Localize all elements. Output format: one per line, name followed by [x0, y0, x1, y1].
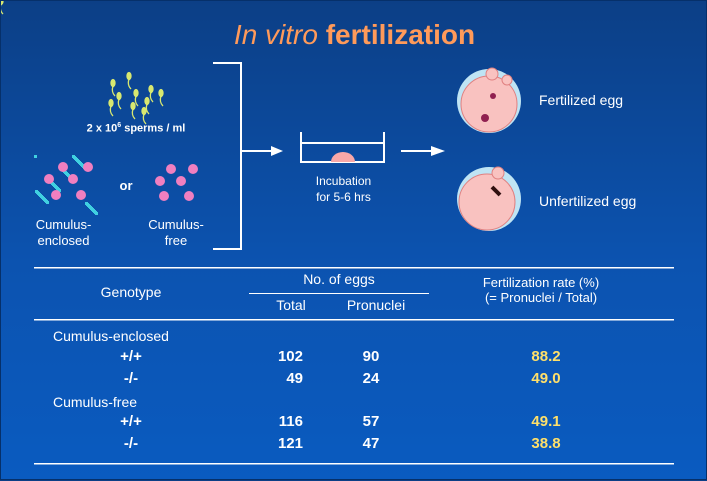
group-label: Cumulus-free	[53, 394, 138, 410]
genotype-cell: -/-	[123, 435, 139, 452]
sperm-icons	[1, 1, 164, 125]
dish-icon	[300, 132, 385, 163]
group-label: Cumulus-enclosed	[53, 328, 169, 344]
cumulus-free-icon	[155, 164, 198, 201]
pronuclei-cell: 24	[362, 370, 380, 387]
rate-header: Fertilization rate (%) (= Pronuclei / Tot…	[456, 275, 626, 305]
arrow-icon-2	[401, 146, 445, 156]
label-line: Incubation	[315, 174, 372, 188]
label-line: enclosed	[37, 233, 90, 248]
total-cell: 121	[277, 435, 303, 452]
sperm-label-exponent: 6	[117, 122, 122, 129]
label-line: Cumulus-	[35, 217, 92, 232]
pronuclei-cell: 57	[362, 413, 380, 430]
cumulus-cell	[34, 155, 37, 158]
eggs-header: No. of eggs	[303, 271, 375, 287]
total-cell: 49	[286, 370, 303, 387]
fertilized-egg-label: Fertilized egg	[539, 92, 624, 108]
table-lines	[34, 267, 674, 465]
genotype-cell: +/+	[120, 348, 142, 365]
cumulus-free-label: Cumulus-free	[141, 217, 211, 249]
pronuclei-header: Pronuclei	[346, 297, 406, 313]
genotype-header: Genotype	[100, 284, 162, 300]
title-italic: In vitro	[233, 19, 318, 50]
sperm-label-unit: sperms / ml	[121, 122, 186, 135]
oocyte	[76, 190, 86, 200]
genotype-cell: +/+	[120, 413, 142, 430]
label-line: for 5-6 hrs	[316, 190, 371, 204]
pronuclei-cell: 90	[362, 348, 380, 365]
arrow-icon	[241, 146, 283, 156]
bracket	[213, 62, 242, 250]
label-line: Cumulus-	[148, 217, 204, 232]
oocyte	[68, 174, 78, 184]
pronuclei-cell: 47	[362, 435, 380, 452]
rate-cell: 49.0	[531, 370, 561, 387]
label-line: free	[164, 233, 188, 248]
rate-cell: 38.8	[531, 435, 561, 452]
title-rest: fertilization	[325, 19, 476, 50]
cumulus-enclosed-label: Cumulus-enclosed	[26, 217, 101, 249]
rate-header-line: (= Pronuclei / Total)	[484, 290, 598, 305]
sperm-label-base: 2 x 10	[86, 122, 118, 135]
rate-header-line: Fertilization rate (%)	[482, 275, 600, 290]
rate-cell: 49.1	[531, 413, 561, 430]
total-cell: 116	[278, 413, 303, 430]
unfertilized-egg-icon	[457, 166, 521, 231]
oocyte	[58, 162, 68, 172]
oocyte	[44, 174, 54, 184]
total-header: Total	[276, 297, 306, 313]
total-cell: 102	[277, 348, 303, 365]
slide-title: In vitro fertilization	[1, 19, 707, 51]
oocyte	[51, 190, 61, 200]
incubation-label: Incubation for 5-6 hrs	[301, 173, 386, 205]
cumulus-enclosed-icon	[34, 155, 98, 215]
unfertilized-egg-label: Unfertilized egg	[539, 193, 637, 209]
rate-cell: 88.2	[531, 348, 561, 365]
cumulus-cell	[85, 202, 88, 205]
or-label: or	[119, 178, 133, 193]
cumulus-cell	[72, 155, 75, 158]
oocyte	[83, 162, 93, 172]
cumulus-cell	[35, 190, 38, 193]
fertilized-egg-icon	[457, 67, 521, 133]
sperm-concentration-label: 2 x 106 sperms / ml	[81, 118, 191, 137]
genotype-cell: -/-	[123, 370, 139, 387]
